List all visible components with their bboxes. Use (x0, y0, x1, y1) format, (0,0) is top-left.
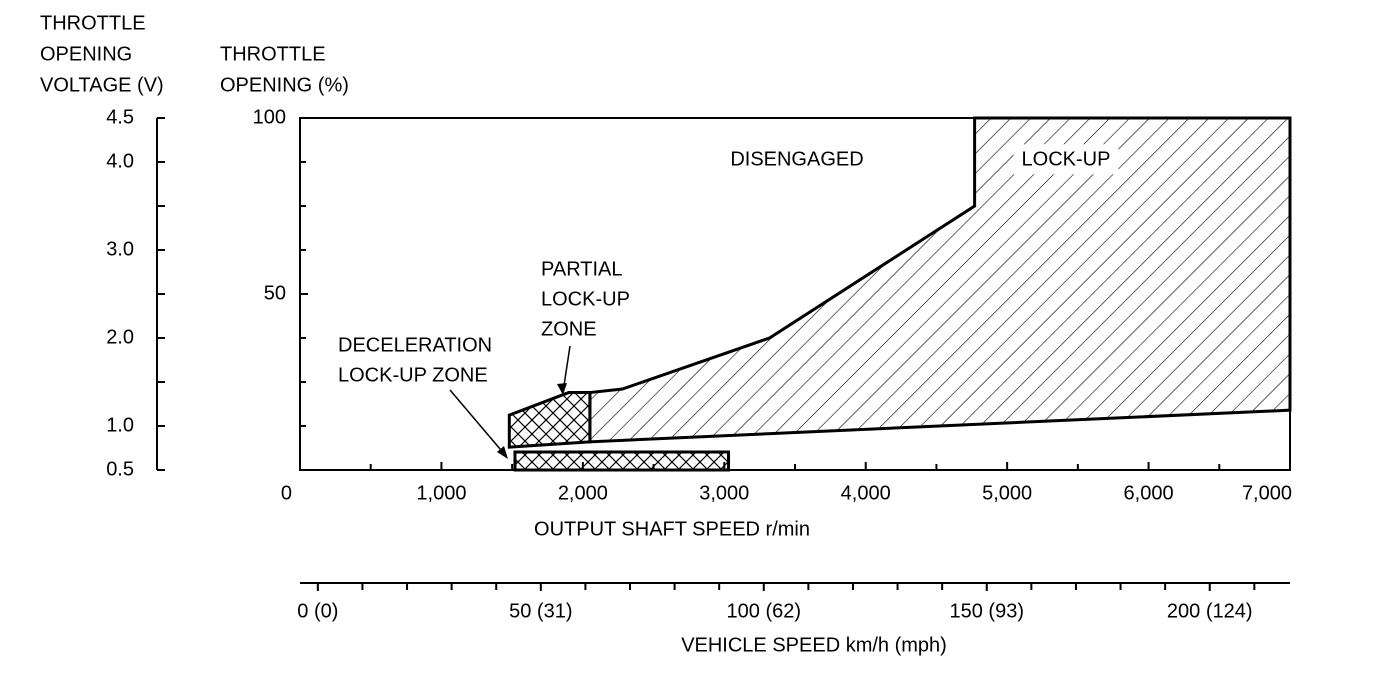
region-label: LOCK-UP (1022, 148, 1111, 170)
x2-tick-label: 0 (0) (297, 600, 338, 622)
y2-tick-label: 3.0 (106, 238, 134, 260)
y-tick-label: 100 (253, 106, 286, 128)
region-label: PARTIAL (541, 258, 623, 280)
region (513, 450, 731, 472)
y-title: OPENING (%) (220, 74, 349, 96)
region (507, 391, 592, 449)
x2-tick-label: 150 (93) (950, 600, 1025, 622)
annotation: DISENGAGED (730, 148, 863, 170)
x2-tick-label: 50 (31) (509, 600, 572, 622)
region-label: DECELERATION (338, 334, 492, 356)
x-tick-label: 6,000 (1124, 482, 1174, 504)
x2-title: VEHICLE SPEED km/h (mph) (681, 634, 947, 656)
y2-tick-label: 4.5 (106, 106, 134, 128)
x2-tick-label: 100 (62) (727, 600, 802, 622)
x2-tick-label: 200 (124) (1167, 600, 1253, 622)
y2-title: THROTTLE (40, 12, 146, 34)
y2-title: VOLTAGE (V) (40, 74, 164, 96)
x-title: OUTPUT SHAFT SPEED r/min (534, 518, 810, 540)
y-title: THROTTLE (220, 43, 326, 65)
x-tick-label: 4,000 (841, 482, 891, 504)
y2-tick-label: 1.0 (106, 414, 134, 436)
arrow-head (497, 446, 508, 459)
y-tick-label: 50 (264, 282, 286, 304)
y2-tick-label: 4.0 (106, 150, 134, 172)
x-tick-label: 7,000 (1242, 482, 1292, 504)
y2-title: OPENING (40, 43, 132, 65)
region-label: LOCK-UP ZONE (338, 364, 488, 386)
x-tick-label: 2,000 (558, 482, 608, 504)
leader (449, 389, 507, 457)
y2-tick-label: 2.0 (106, 326, 134, 348)
x-tick-label: 1,000 (416, 482, 466, 504)
x-tick-label: 5,000 (982, 482, 1032, 504)
region (588, 116, 1292, 444)
label-background (1013, 144, 1119, 175)
x-tick-label: 3,000 (699, 482, 749, 504)
y2-tick-label: 0.5 (106, 458, 134, 480)
x-tick-label: 0 (281, 482, 292, 504)
region-label: LOCK-UP (541, 288, 630, 310)
region-label: ZONE (541, 318, 597, 340)
arrow-head (557, 383, 567, 395)
